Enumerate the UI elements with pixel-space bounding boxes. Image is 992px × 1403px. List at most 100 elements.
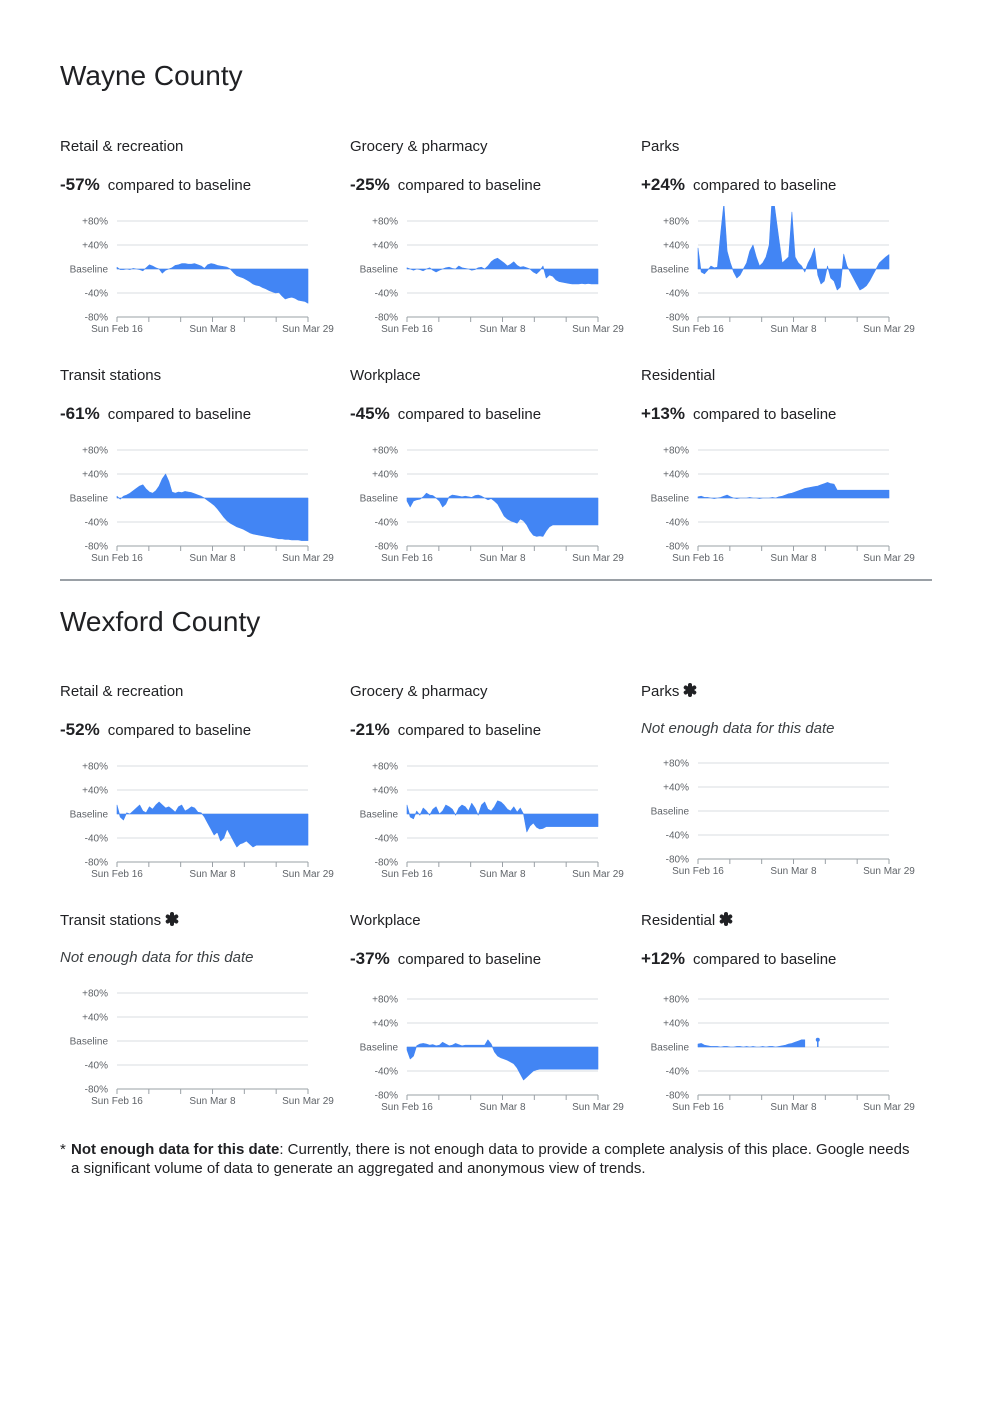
compared-label: compared to baseline bbox=[692, 177, 837, 194]
category-name: Transit stations bbox=[60, 912, 179, 929]
trend-chart: +80% +40% Baseline -40% -80%Sun Feb 16 Sun Ma… bbox=[651, 759, 916, 878]
x-tick-label: Sun Feb 16 bbox=[672, 866, 724, 877]
x-tick-label: Sun Feb 16 bbox=[381, 1102, 433, 1113]
panel-wayne-residential: Residential +13% compared to baseline +80… bbox=[641, 367, 915, 577]
county-title: Wexford County bbox=[60, 606, 261, 637]
y-tick-label: +80% bbox=[82, 446, 108, 457]
panel-wayne-grocery: Grocery & pharmacy -25% compared to basel… bbox=[350, 138, 624, 348]
footnote-body: Not enough data for this date: Currently… bbox=[71, 1140, 920, 1178]
series-area bbox=[406, 1039, 599, 1081]
stat-line: -52% compared to baseline bbox=[60, 720, 251, 740]
y-tick-label: -80% bbox=[85, 1085, 108, 1096]
category-name: Grocery & pharmacy bbox=[350, 138, 488, 155]
x-tick-label: Sun Mar 8 bbox=[479, 869, 526, 880]
x-tick-label: Sun Feb 16 bbox=[381, 324, 433, 335]
compared-label: compared to baseline bbox=[397, 951, 542, 968]
percent-value: -37% bbox=[350, 949, 390, 968]
y-tick-label: -40% bbox=[666, 1067, 689, 1078]
x-tick-label: Sun Mar 8 bbox=[189, 869, 236, 880]
series-area bbox=[406, 800, 599, 833]
series-area bbox=[116, 801, 309, 848]
panel-wexford-transit: Transit stations Not enough data for thi… bbox=[60, 912, 334, 1122]
y-tick-label: +40% bbox=[372, 470, 398, 481]
y-tick-label: +80% bbox=[82, 989, 108, 1000]
stat-line: +24% compared to baseline bbox=[641, 175, 836, 195]
y-tick-label: -80% bbox=[666, 855, 689, 866]
y-tick-label: -40% bbox=[666, 831, 689, 842]
y-tick-label: Baseline bbox=[70, 494, 109, 505]
stat-line: +13% compared to baseline bbox=[641, 404, 836, 424]
category-name: Grocery & pharmacy bbox=[350, 683, 488, 700]
y-tick-label: -80% bbox=[666, 542, 689, 553]
x-tick-label: Sun Feb 16 bbox=[91, 324, 143, 335]
x-tick-label: Sun Mar 29 bbox=[282, 324, 334, 335]
panel-wexford-workplace: Workplace -37% compared to baseline +80% +… bbox=[350, 912, 624, 1122]
x-tick-label: Sun Mar 29 bbox=[282, 553, 334, 564]
stat-line: -37% compared to baseline bbox=[350, 949, 541, 969]
y-tick-label: +40% bbox=[663, 241, 689, 252]
percent-value: +13% bbox=[641, 404, 685, 423]
y-tick-label: -40% bbox=[85, 1061, 108, 1072]
x-tick-label: Sun Mar 8 bbox=[479, 553, 526, 564]
x-tick-label: Sun Mar 29 bbox=[863, 1102, 915, 1113]
panel-wayne-transit: Transit stations -61% compared to baselin… bbox=[60, 367, 334, 577]
compared-label: compared to baseline bbox=[692, 406, 837, 423]
category-name: Workplace bbox=[350, 912, 421, 929]
percent-value: -61% bbox=[60, 404, 100, 423]
y-tick-label: -40% bbox=[85, 834, 108, 845]
compared-label: compared to baseline bbox=[397, 406, 542, 423]
y-tick-label: +80% bbox=[82, 217, 108, 228]
x-tick-label: Sun Mar 29 bbox=[572, 553, 624, 564]
y-tick-label: Baseline bbox=[651, 265, 690, 276]
series-area bbox=[697, 482, 890, 499]
percent-value: -45% bbox=[350, 404, 390, 423]
y-tick-label: Baseline bbox=[70, 265, 109, 276]
asterisk-icon bbox=[165, 912, 179, 926]
trend-chart: +80% +40% Baseline -40% -80%Sun Feb 16 Sun Ma… bbox=[360, 217, 625, 336]
panel-wayne-workplace: Workplace -45% compared to baseline +80% +… bbox=[350, 367, 624, 577]
y-tick-label: -40% bbox=[666, 518, 689, 529]
y-tick-label: -80% bbox=[85, 313, 108, 324]
y-tick-label: -80% bbox=[85, 542, 108, 553]
y-tick-label: +40% bbox=[663, 783, 689, 794]
category-name: Transit stations bbox=[60, 367, 162, 384]
compared-label: compared to baseline bbox=[107, 177, 252, 194]
y-tick-label: -40% bbox=[375, 834, 398, 845]
compared-label: compared to baseline bbox=[397, 722, 542, 739]
x-tick-label: Sun Mar 8 bbox=[770, 553, 817, 564]
x-tick-label: Sun Mar 29 bbox=[863, 324, 915, 335]
category-label: Parks bbox=[641, 683, 680, 700]
percent-value: -57% bbox=[60, 175, 100, 194]
series-area bbox=[406, 257, 599, 285]
x-tick-label: Sun Mar 8 bbox=[189, 324, 236, 335]
stat-line: +12% compared to baseline bbox=[641, 949, 836, 969]
y-tick-label: +80% bbox=[372, 762, 398, 773]
series-area bbox=[406, 492, 599, 537]
y-tick-label: -80% bbox=[375, 1091, 398, 1102]
percent-value: -52% bbox=[60, 720, 100, 739]
y-tick-label: -40% bbox=[375, 289, 398, 300]
y-tick-label: Baseline bbox=[70, 1037, 109, 1048]
y-tick-label: +80% bbox=[82, 762, 108, 773]
category-label: Residential bbox=[641, 912, 716, 929]
x-tick-label: Sun Mar 8 bbox=[770, 324, 817, 335]
y-tick-label: -40% bbox=[375, 518, 398, 529]
y-tick-label: +40% bbox=[82, 1013, 108, 1024]
x-tick-label: Sun Feb 16 bbox=[91, 869, 143, 880]
y-tick-label: -40% bbox=[85, 518, 108, 529]
y-tick-label: Baseline bbox=[651, 1043, 690, 1054]
panel-wayne-retail: Retail & recreation -57% compared to base… bbox=[60, 138, 334, 348]
x-tick-label: Sun Mar 29 bbox=[572, 869, 624, 880]
y-tick-label: +40% bbox=[663, 470, 689, 481]
compared-label: compared to baseline bbox=[107, 406, 252, 423]
panel-wexford-retail: Retail & recreation -52% compared to base… bbox=[60, 683, 334, 893]
trend-chart: +80% +40% Baseline -40% -80%Sun Feb 16 Sun Ma… bbox=[651, 446, 916, 565]
stat-line: -45% compared to baseline bbox=[350, 404, 541, 424]
x-tick-label: Sun Mar 8 bbox=[770, 1102, 817, 1113]
percent-value: +24% bbox=[641, 175, 685, 194]
trend-chart: +80% +40% Baseline -40% -80%Sun Feb 16 Sun Ma… bbox=[651, 995, 916, 1114]
stat-line: -21% compared to baseline bbox=[350, 720, 541, 740]
x-tick-label: Sun Mar 29 bbox=[863, 866, 915, 877]
category-name: Residential bbox=[641, 912, 733, 929]
y-tick-label: Baseline bbox=[70, 810, 109, 821]
